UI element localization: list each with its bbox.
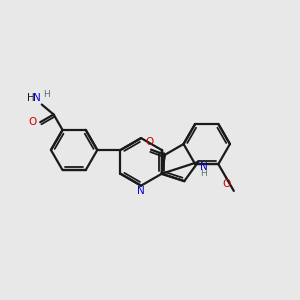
Text: N: N — [200, 163, 208, 172]
Text: O: O — [222, 179, 230, 189]
Text: N: N — [137, 186, 145, 196]
Text: H: H — [43, 90, 50, 99]
Text: H: H — [200, 169, 206, 178]
Text: O: O — [146, 137, 154, 147]
Text: O: O — [28, 117, 37, 127]
Text: H: H — [28, 93, 35, 103]
Text: N: N — [32, 93, 40, 103]
